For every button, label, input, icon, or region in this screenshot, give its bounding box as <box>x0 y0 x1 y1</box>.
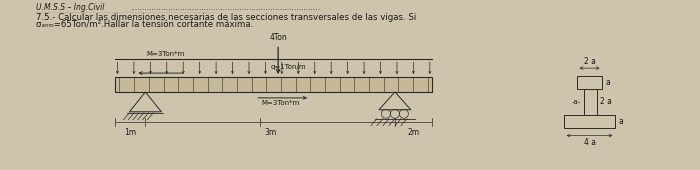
Text: 2 a: 2 a <box>599 97 611 106</box>
Text: ................................................................................: ........................................… <box>130 3 321 12</box>
Text: 3m: 3m <box>264 128 276 137</box>
Text: M=3Ton*m: M=3Ton*m <box>261 100 300 106</box>
Text: 4 a: 4 a <box>584 138 596 147</box>
Text: 2m: 2m <box>407 128 419 137</box>
Text: 2 a: 2 a <box>584 57 596 66</box>
Text: ................................................................................: ........................................… <box>36 9 216 14</box>
Text: U.M.S.S – Ing.Civil: U.M.S.S – Ing.Civil <box>36 3 104 12</box>
Text: -a-: -a- <box>571 99 580 105</box>
Bar <box>577 76 603 89</box>
Text: q=1Ton/m: q=1Ton/m <box>270 64 306 70</box>
Bar <box>584 89 596 115</box>
Text: 4Ton: 4Ton <box>270 33 287 42</box>
Bar <box>116 77 432 92</box>
Text: a: a <box>606 78 610 87</box>
Text: 7.5.- Calcular las dimensiones necesarias de las secciones transversales de las : 7.5.- Calcular las dimensiones necesaria… <box>36 13 416 22</box>
Text: 1m: 1m <box>125 128 136 137</box>
Text: M=3Ton*m: M=3Ton*m <box>146 51 185 57</box>
Text: a: a <box>619 117 623 126</box>
Text: σₐₙₘ=65Ton/m².Hallar la tensión cortante máxima.: σₐₙₘ=65Ton/m².Hallar la tensión cortante… <box>36 21 253 30</box>
Bar <box>564 115 615 128</box>
